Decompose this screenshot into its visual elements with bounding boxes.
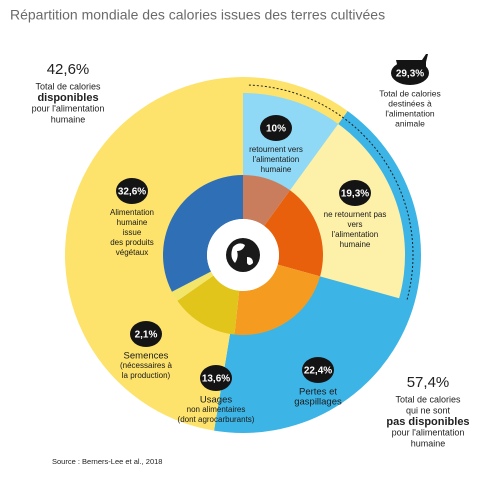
value-label: 32,6% [118, 187, 146, 198]
description: Total de calories [395, 394, 461, 404]
description: des produits [110, 238, 154, 247]
description: humaine [261, 165, 292, 174]
value-badge [116, 178, 148, 204]
description: gaspillages [294, 397, 342, 408]
description: vers [347, 220, 362, 229]
value-badge [200, 365, 232, 391]
animal-band [288, 123, 405, 299]
inner-segment [177, 275, 240, 335]
value-badge [260, 115, 292, 141]
description: Semences [124, 351, 169, 362]
value-label: 2,1% [135, 330, 158, 341]
description: l'alimentation [332, 230, 378, 239]
cow-icon [396, 54, 428, 68]
source: Source : Berners-Lee et al., 2018 [52, 457, 162, 466]
description: ne retournent pas [324, 210, 387, 219]
description: issue [123, 228, 142, 237]
description: humaine [411, 438, 446, 448]
inner-segment [163, 175, 243, 292]
animal-arc [248, 84, 414, 301]
description: (nécessaires à [120, 361, 173, 370]
value-label: 29,3% [396, 69, 424, 80]
globe-land [231, 243, 253, 265]
description: humaine [51, 114, 86, 124]
description: destinées à [388, 98, 432, 108]
description: la production) [122, 371, 171, 380]
description: pour l'alimentation [392, 427, 465, 437]
description: (dont agrocarburants) [178, 415, 255, 424]
value-label: 42,6% [47, 61, 90, 78]
description: végétaux [116, 248, 148, 257]
inner-segment [243, 175, 291, 226]
description: non alimentaires [187, 405, 246, 414]
description: Alimentation [110, 208, 154, 217]
value-label: 19,3% [341, 189, 369, 200]
description: pour l'alimentation [32, 103, 105, 113]
description: humaine [117, 218, 148, 227]
value-label: 13,6% [202, 374, 230, 385]
description: Pertes et [299, 387, 337, 398]
value-badge [339, 180, 371, 206]
description: animale [395, 118, 425, 128]
value-label: 22,4% [304, 366, 332, 377]
chart-title: Répartition mondiale des calories issues… [10, 7, 385, 23]
description: disponibles [37, 92, 98, 104]
description: retournent vers [249, 145, 303, 154]
description: pas disponibles [386, 416, 469, 428]
description: humaine [340, 240, 371, 249]
description: Total de calories [379, 88, 440, 98]
inner-segment [234, 264, 321, 335]
description: Usages [200, 395, 232, 406]
value-badge [130, 321, 162, 347]
description: l'alimentation [253, 155, 299, 164]
value-badge [302, 357, 334, 383]
description: qui ne sont [406, 405, 451, 415]
globe [226, 238, 260, 272]
description: Total de calories [35, 81, 101, 91]
value-label: 57,4% [407, 374, 450, 391]
inner-segment [171, 271, 214, 301]
value-label: 10% [266, 124, 286, 135]
description: l'alimentation [385, 108, 435, 118]
inner-segment [264, 190, 324, 277]
